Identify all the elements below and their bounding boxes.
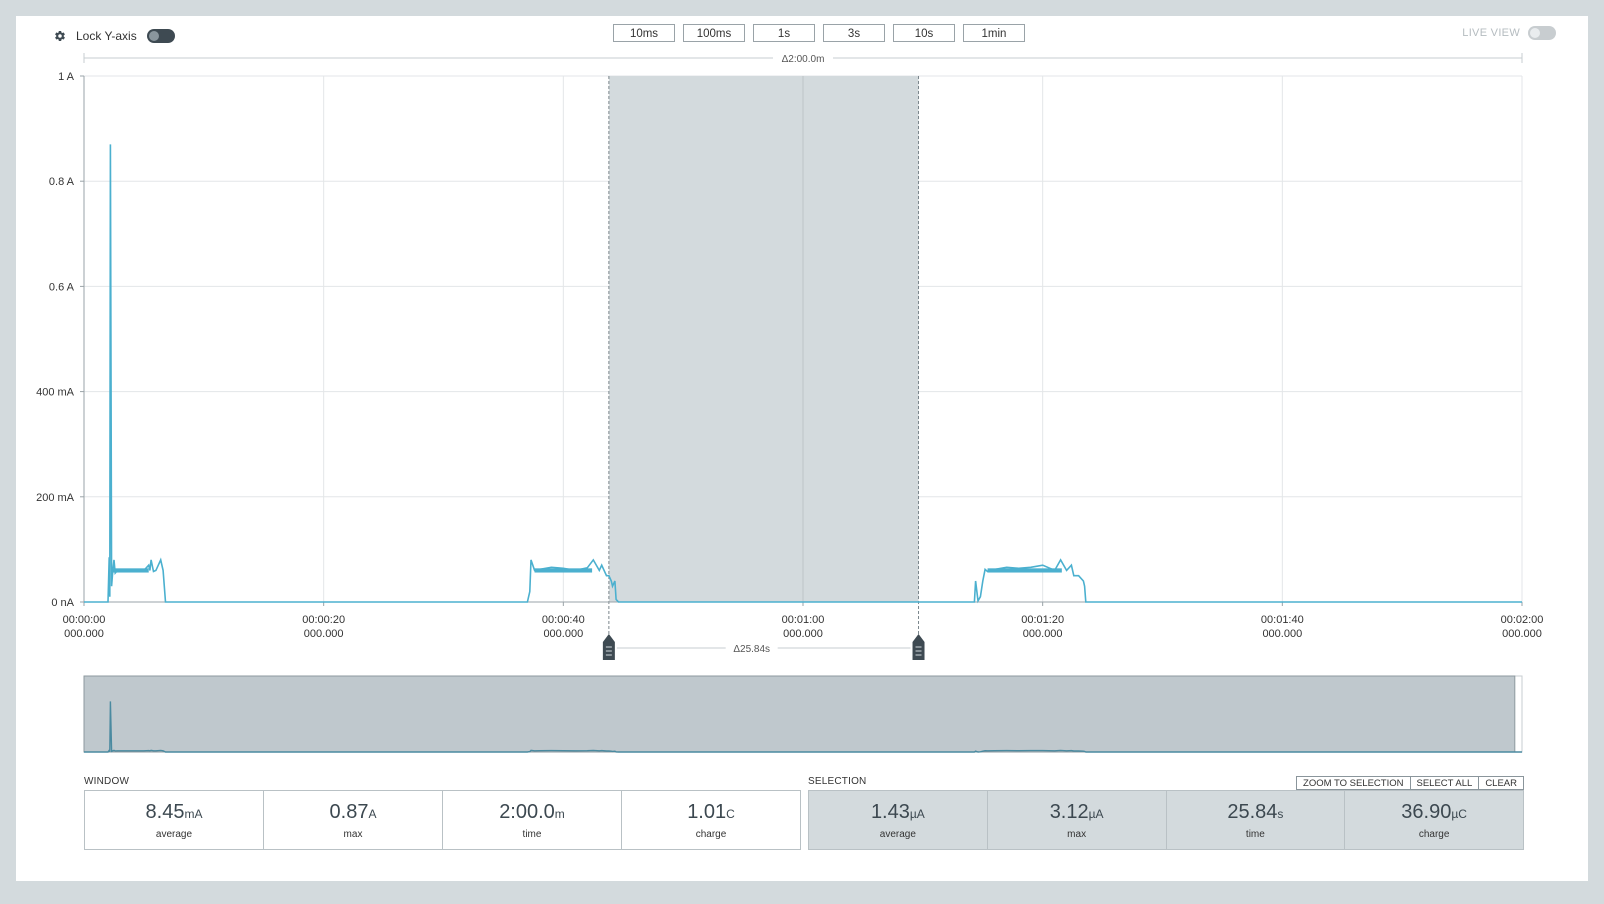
y-axis: 0 nA 200 mA 400 mA 0.6 A 0.8 A 1 A <box>36 71 85 609</box>
x-tick-label: 00:02:00 <box>1501 614 1544 626</box>
sample-band <box>987 568 1062 573</box>
y-tick-label: 1 A <box>58 71 75 83</box>
stat-label: charge <box>695 828 727 840</box>
stat-label: time <box>1245 828 1265 840</box>
selection-stat-row: 1.43µA average 3.12µA max 25.84s time 36… <box>808 790 1524 850</box>
x-tick-sublabel: 000.000 <box>543 628 583 640</box>
window-max-stat: 0.87A max <box>264 791 443 849</box>
span-label-bg <box>773 52 833 64</box>
selection-buttons: ZOOM TO SELECTION SELECT ALL CLEAR <box>1296 776 1524 790</box>
zoom-to-selection-button[interactable]: ZOOM TO SELECTION <box>1296 776 1411 790</box>
x-tick-sublabel: 000.000 <box>304 628 344 640</box>
x-tick-label: 00:01:40 <box>1261 614 1304 626</box>
x-tick-sublabel: 000.000 <box>1502 628 1542 640</box>
x-tick-sublabel: 000.000 <box>783 628 823 640</box>
toggle-knob <box>148 31 159 41</box>
zoom-10s-button[interactable]: 10s <box>893 24 955 42</box>
zoom-100ms-button[interactable]: 100ms <box>683 24 745 42</box>
x-tick-label: 00:00:00 <box>63 614 106 626</box>
zoom-1min-button[interactable]: 1min <box>963 24 1025 42</box>
y-tick-label: 0.8 A <box>49 176 75 188</box>
stat-value: 25.84s <box>1227 800 1284 823</box>
live-view-label: LIVE VIEW <box>1462 27 1520 39</box>
x-tick-sublabel: 000.000 <box>64 628 104 640</box>
lock-y-axis-label: Lock Y-axis <box>76 29 137 43</box>
x-tick-label: 00:01:00 <box>782 614 825 626</box>
zoom-buttons: 10ms 100ms 1s 3s 10s 1min <box>613 24 1025 42</box>
current-chart[interactable]: Δ2:00.0m 0 nA 200 mA 400 mA 0.6 A 0.8 A 1 A 0… <box>16 52 1588 777</box>
gear-icon[interactable] <box>54 30 66 42</box>
zoom-1s-button[interactable]: 1s <box>753 24 815 42</box>
window-span-label: Δ2:00.0m <box>782 54 825 65</box>
stat-value: 3.12µA <box>1049 800 1104 823</box>
data-series <box>84 144 1522 604</box>
zoom-3s-button[interactable]: 3s <box>823 24 885 42</box>
selection-average-stat: 1.43µA average <box>809 791 988 849</box>
stat-value: 1.43µA <box>870 800 925 823</box>
stat-label: max <box>1067 828 1087 840</box>
selection-stats: SELECTION ZOOM TO SELECTION SELECT ALL C… <box>808 776 1524 850</box>
x-tick-label: 00:00:20 <box>302 614 345 626</box>
lock-y-axis-toggle[interactable] <box>146 29 175 43</box>
selection-handles[interactable]: Δ25.84s <box>602 634 925 660</box>
selection-charge-stat: 36.90µC charge <box>1345 791 1523 849</box>
zoom-10ms-button[interactable]: 10ms <box>613 24 675 42</box>
window-stats: WINDOW 8.45mA average 0.87A max 2:00.0m … <box>84 776 801 850</box>
sample-band <box>534 568 593 573</box>
selection-span-label: Δ25.84s <box>733 644 770 655</box>
y-tick-label: 0 nA <box>51 597 74 609</box>
minimap-window <box>83 675 1516 753</box>
live-view-toggle[interactable] <box>1528 26 1556 40</box>
x-tick-sublabel: 000.000 <box>1262 628 1302 640</box>
stat-label: average <box>879 828 916 840</box>
stat-label: max <box>343 828 363 840</box>
stat-value: 2:00.0m <box>499 800 565 823</box>
window-label: WINDOW <box>84 776 130 787</box>
x-tick-label: 00:01:20 <box>1021 614 1064 626</box>
window-span-indicator: Δ2:00.0m <box>83 52 1523 65</box>
y-axis-lock-control: Lock Y-axis <box>54 26 175 46</box>
x-tick-sublabel: 000.000 <box>1023 628 1063 640</box>
main-panel: Lock Y-axis 10ms 100ms 1s 3s 10s 1min LI… <box>16 16 1588 881</box>
window-stat-row: 8.45mA average 0.87A max 2:00.0m time 1.… <box>84 790 801 850</box>
selection-max-stat: 3.12µA max <box>988 791 1167 849</box>
stat-label: average <box>155 828 193 840</box>
stat-value: 36.90µC <box>1401 800 1467 823</box>
sample-band <box>112 568 149 573</box>
window-charge-stat: 1.01C charge <box>622 791 800 849</box>
y-tick-label: 400 mA <box>36 387 75 399</box>
clear-selection-button[interactable]: CLEAR <box>1478 776 1524 790</box>
toggle-knob <box>1530 28 1540 38</box>
selection-time-stat: 25.84s time <box>1167 791 1346 849</box>
stat-value: 1.01C <box>687 800 735 823</box>
minimap-line <box>84 701 1522 753</box>
y-tick-label: 0.6 A <box>49 281 75 293</box>
selection-region <box>608 76 919 602</box>
selection-overlay[interactable] <box>608 76 920 638</box>
window-average-stat: 8.45mA average <box>85 791 264 849</box>
x-axis: 00:00:00 000.000 00:00:20 000.000 00:00:40 00… <box>63 601 1544 640</box>
y-tick-label: 200 mA <box>36 492 75 504</box>
stat-value: 0.87A <box>329 800 377 823</box>
window-time-stat: 2:00.0m time <box>443 791 622 849</box>
select-all-button[interactable]: SELECT ALL <box>1409 776 1480 790</box>
stat-label: time <box>522 828 542 840</box>
stat-value: 8.45mA <box>145 800 203 823</box>
x-tick-label: 00:00:40 <box>542 614 585 626</box>
live-view-control: LIVE VIEW <box>1462 26 1556 40</box>
selection-span-label-bg <box>725 641 778 655</box>
stat-label: charge <box>1418 828 1450 840</box>
selection-label: SELECTION <box>808 776 867 787</box>
minimap[interactable] <box>83 675 1523 753</box>
